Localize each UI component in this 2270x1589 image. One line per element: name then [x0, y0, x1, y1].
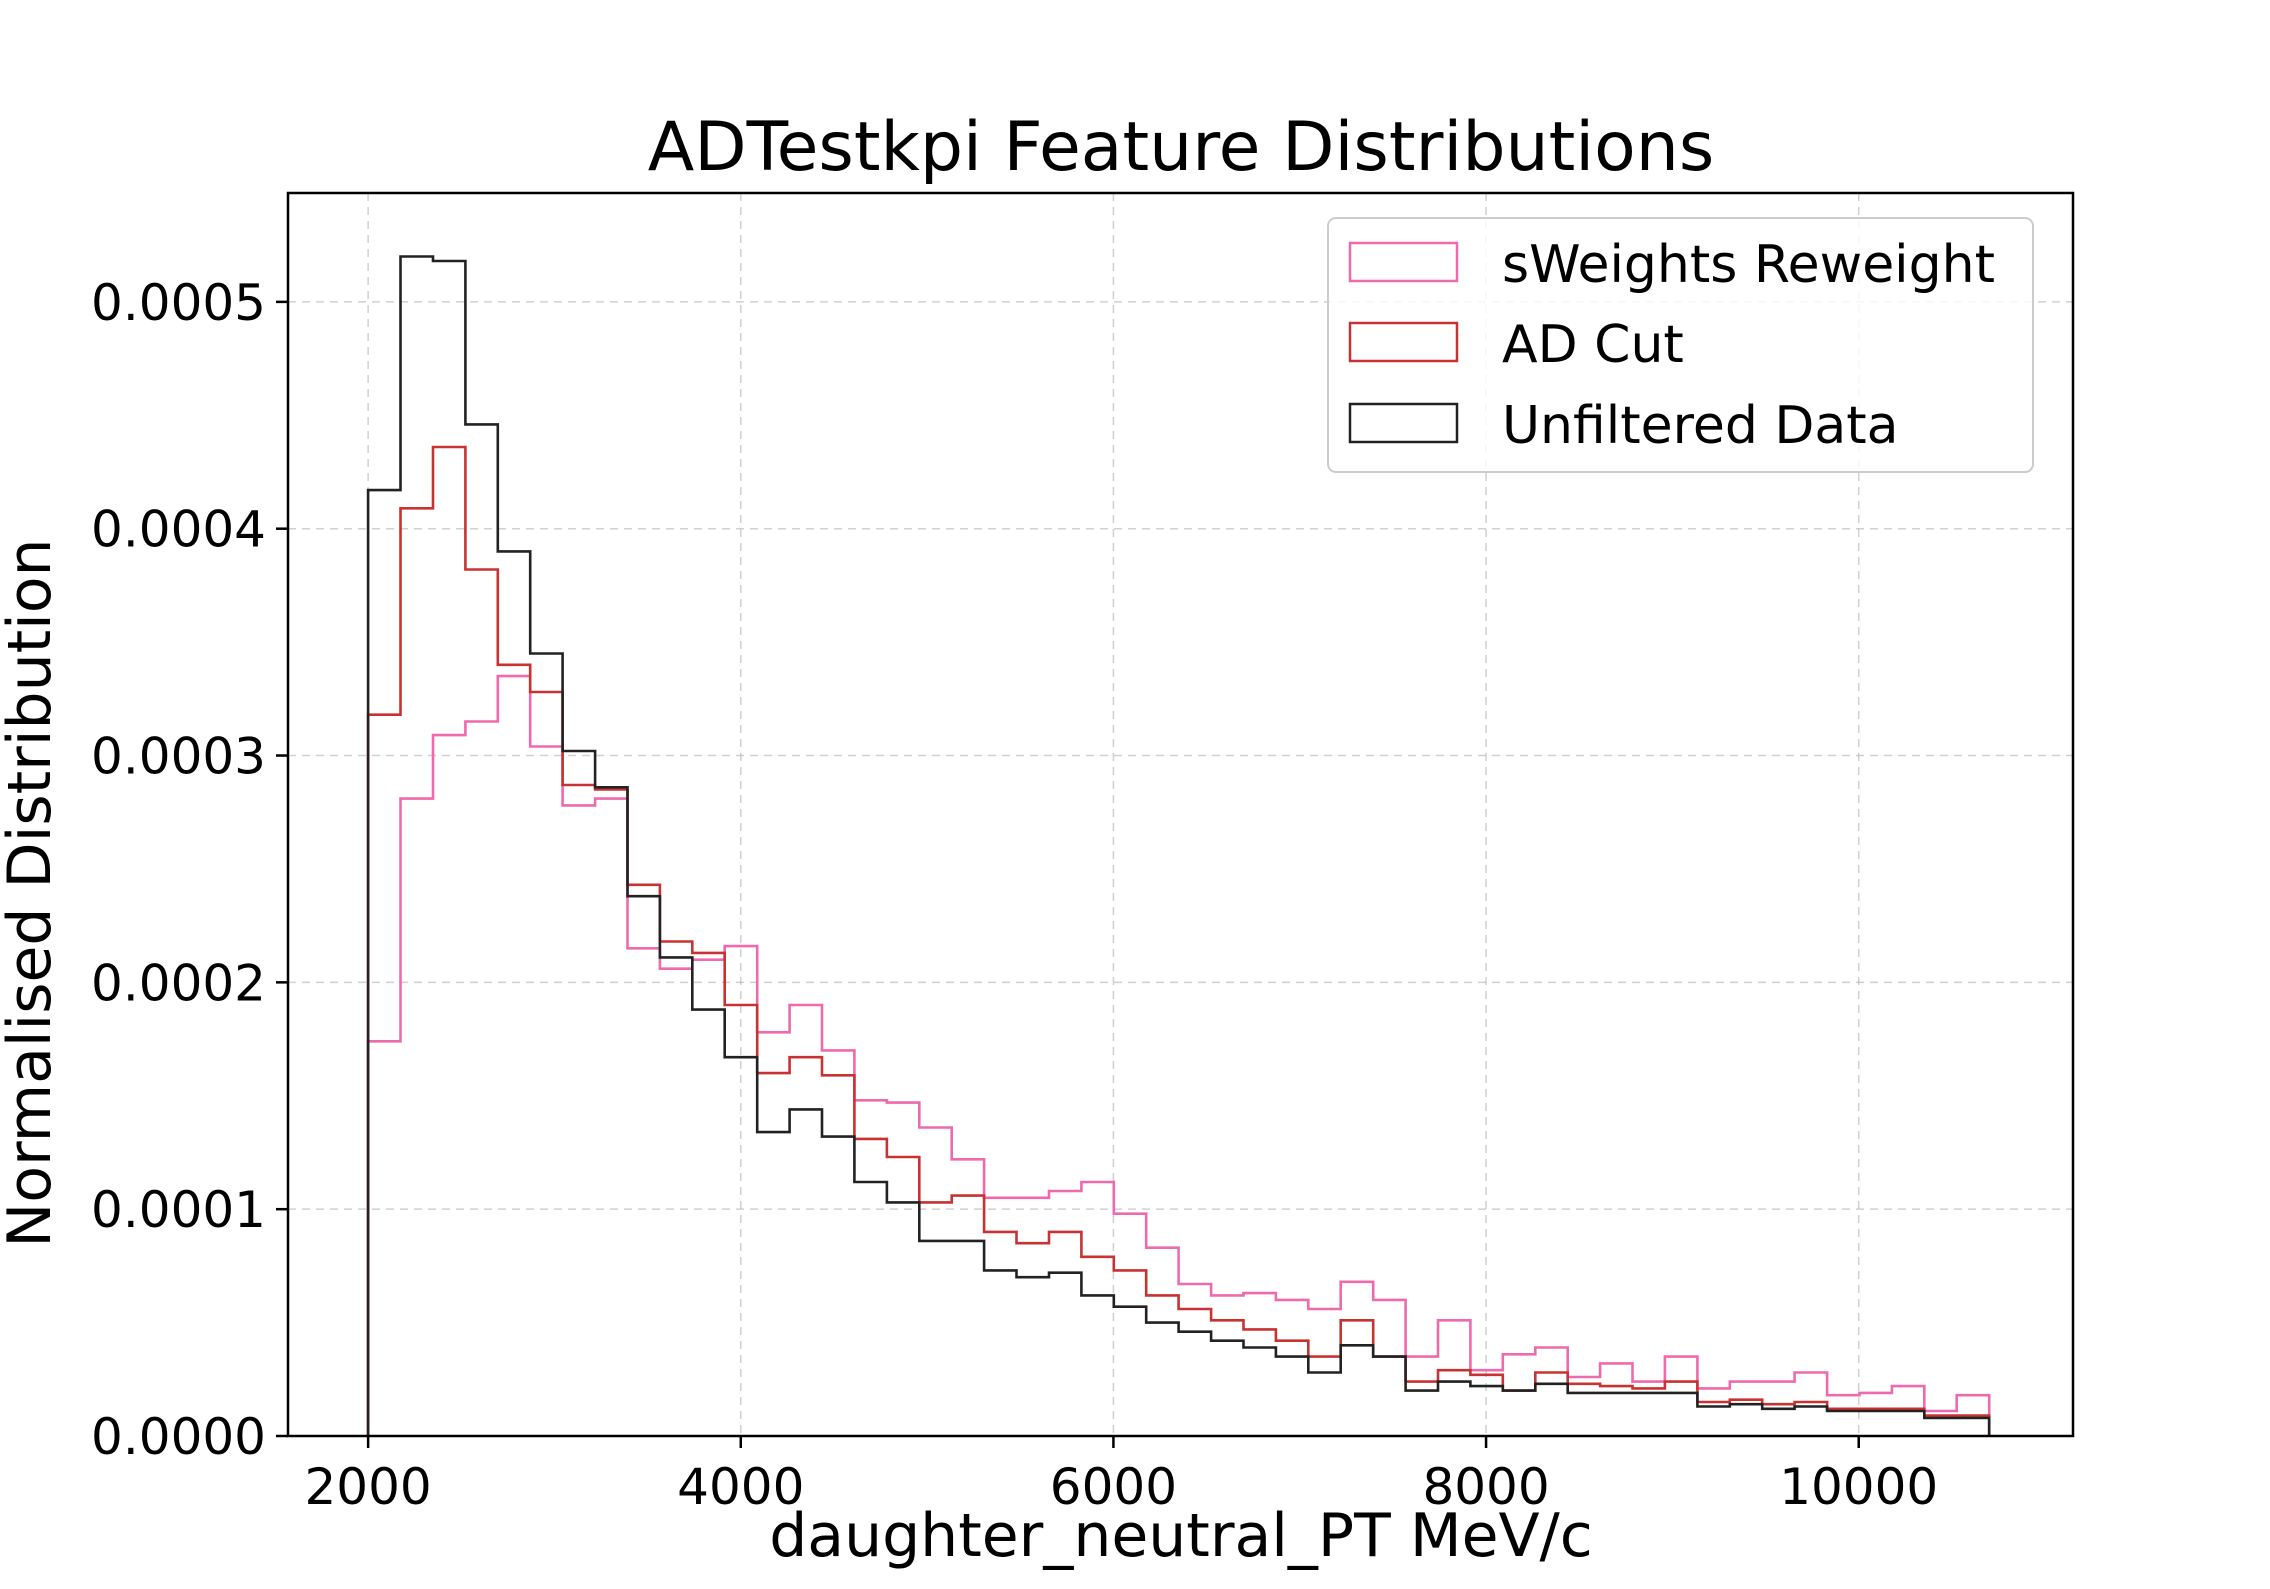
y-tick-label: 0.0002: [91, 954, 266, 1012]
y-axis-ticks: 0.0000 0.0001 0.0002 0.0003 0.0004 0.0005: [91, 274, 288, 1466]
x-tick-label: 2000: [304, 1458, 431, 1516]
x-tick-label: 8000: [1422, 1458, 1549, 1516]
plot-frame: [286, 191, 2075, 1438]
y-axis-title: Normalised Distribution: [0, 538, 65, 1247]
histogram-step-line: [366, 255, 1991, 1436]
y-tick-label: 0.0005: [91, 274, 266, 332]
y-tick-label: 0.0000: [91, 1408, 266, 1466]
series-layer: [366, 255, 1991, 1436]
legend: sWeights Reweight AD Cut Unfiltered Data: [1327, 217, 2034, 473]
legend-swatch-unfiltered: [1348, 402, 1459, 444]
legend-label-ad-cut: AD Cut: [1502, 315, 1684, 375]
series-unfiltered-data: [366, 255, 1991, 1436]
y-tick-label: 0.0003: [91, 728, 266, 786]
x-tick-label: 4000: [677, 1458, 804, 1516]
legend-swatch-sweights: [1348, 241, 1459, 283]
legend-swatch-ad-cut: [1348, 321, 1459, 363]
chart-title: ADTestkpi Feature Distributions: [648, 108, 1715, 187]
x-tick-label: 6000: [1050, 1458, 1177, 1516]
x-axis-ticks: 2000 4000 6000 8000 10000: [304, 1436, 1938, 1516]
x-axis-title: daughter_neutral_PT MeV/c: [769, 1501, 1593, 1571]
legend-frame: [1327, 217, 2034, 473]
x-tick-label: 10000: [1779, 1458, 1938, 1516]
y-tick-label: 0.0004: [91, 501, 266, 559]
legend-label-unfiltered: Unfiltered Data: [1502, 396, 1899, 456]
y-tick-label: 0.0001: [91, 1181, 266, 1239]
legend-label-sweights: sWeights Reweight: [1502, 235, 1995, 295]
